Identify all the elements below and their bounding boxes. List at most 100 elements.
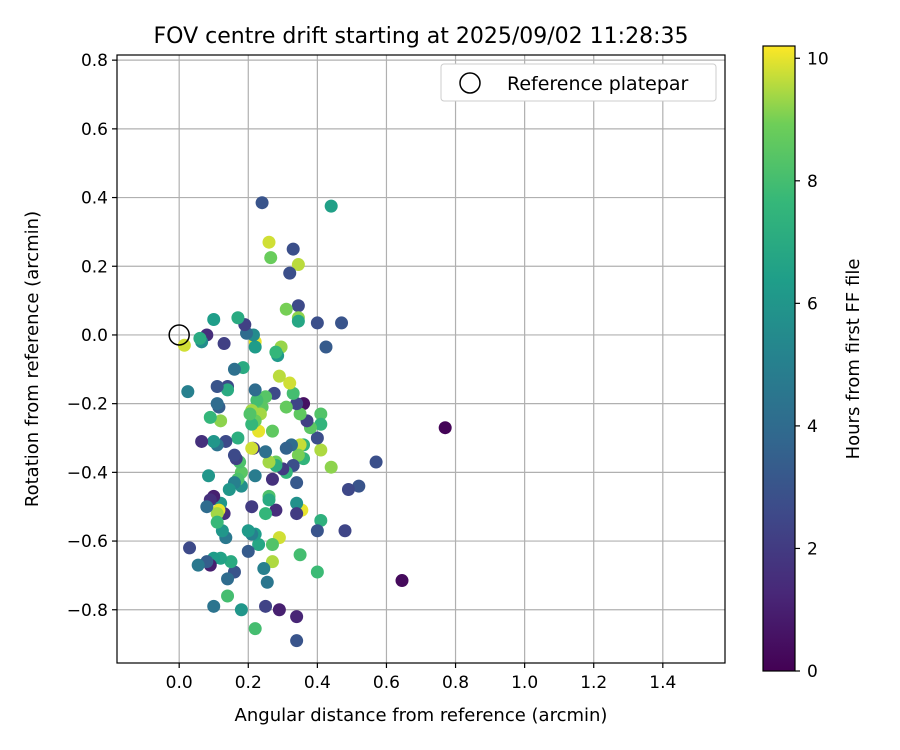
- plot-frame: [116, 54, 726, 664]
- data-point: [231, 431, 245, 445]
- x-tick-label: 0.4: [304, 673, 331, 693]
- data-point: [207, 434, 221, 448]
- data-point: [260, 575, 274, 589]
- data-point: [438, 421, 452, 435]
- data-point: [291, 299, 305, 313]
- data-point: [291, 448, 305, 462]
- data-point: [207, 312, 221, 326]
- data-point: [210, 515, 224, 529]
- data-point: [286, 386, 300, 400]
- data-point: [241, 524, 255, 538]
- data-point: [202, 469, 216, 483]
- colorbar-tick-label: 10: [807, 49, 829, 69]
- data-point: [293, 407, 307, 421]
- legend: Reference platepar: [440, 63, 717, 102]
- data-point: [269, 345, 283, 359]
- data-point: [191, 558, 205, 572]
- data-point: [272, 369, 286, 383]
- data-point: [259, 445, 273, 459]
- legend-entry-reference: Reference platepar: [507, 73, 689, 95]
- data-point: [290, 610, 304, 624]
- y-axis-ticks: 0.8 0.6 0.4 0.2 0.0 −0.2 −0.4 −0.6 −0.8: [67, 51, 117, 621]
- data-point: [231, 311, 245, 325]
- data-point: [241, 544, 255, 558]
- data-point: [245, 417, 259, 431]
- data-point: [262, 493, 276, 507]
- y-axis-label: Rotation from reference (arcmin): [22, 211, 43, 507]
- grid: [117, 55, 725, 663]
- data-point: [341, 483, 355, 497]
- data-point: [291, 314, 305, 328]
- data-point: [234, 603, 248, 617]
- y-tick-label: 0.2: [81, 257, 108, 277]
- data-point: [210, 379, 224, 393]
- x-tick-label: 0.0: [166, 673, 193, 693]
- data-point: [290, 507, 304, 521]
- data-point: [245, 441, 259, 455]
- data-point: [279, 302, 293, 316]
- x-axis-label: Angular distance from reference (arcmin): [235, 705, 608, 726]
- data-point: [221, 383, 235, 397]
- data-points: [177, 196, 452, 648]
- data-point: [338, 524, 352, 538]
- data-point: [310, 316, 324, 330]
- colorbar-tick-label: 8: [807, 172, 818, 192]
- data-point: [324, 460, 338, 474]
- data-point: [265, 472, 279, 486]
- colorbar-tick-label: 2: [807, 539, 818, 559]
- data-point: [203, 410, 217, 424]
- data-point: [221, 572, 235, 586]
- data-point: [279, 441, 293, 455]
- data-point: [310, 565, 324, 579]
- data-point: [252, 537, 266, 551]
- data-point: [395, 574, 409, 588]
- data-point: [314, 417, 328, 431]
- data-point: [314, 407, 328, 421]
- data-point: [369, 455, 383, 469]
- data-point: [310, 524, 324, 538]
- x-tick-label: 0.8: [442, 673, 469, 693]
- data-point: [248, 622, 262, 636]
- x-tick-label: 1.4: [649, 673, 676, 693]
- data-point: [262, 235, 276, 249]
- data-point: [217, 337, 231, 351]
- legend-reference-icon: [459, 72, 481, 94]
- data-point: [264, 251, 278, 265]
- data-point: [293, 548, 307, 562]
- colorbar-tick-label: 0: [807, 662, 818, 682]
- data-point: [290, 397, 304, 411]
- y-tick-label: −0.4: [67, 463, 108, 483]
- x-axis-ticks: 0.0 0.2 0.4 0.6 0.8 1.0 1.2 1.4: [166, 663, 676, 693]
- colorbar: 0 2 4 6 8 10 Hours from first FF file: [762, 45, 864, 682]
- data-point: [259, 599, 273, 613]
- data-point: [290, 476, 304, 490]
- data-point: [319, 340, 333, 354]
- data-point: [259, 507, 273, 521]
- x-tick-label: 0.2: [235, 673, 262, 693]
- chart-title: FOV centre drift starting at 2025/09/02 …: [154, 24, 689, 49]
- data-point: [243, 407, 257, 421]
- data-point: [195, 434, 209, 448]
- colorbar-label: Hours from first FF file: [843, 259, 864, 460]
- colorbar-ticks: 0 2 4 6 8 10: [795, 49, 829, 682]
- y-tick-label: −0.6: [67, 532, 108, 552]
- x-tick-label: 0.6: [373, 673, 400, 693]
- x-tick-label: 1.2: [580, 673, 607, 693]
- colorbar-tick-label: 6: [807, 294, 818, 314]
- y-tick-label: −0.2: [67, 395, 108, 415]
- x-tick-label: 1.0: [511, 673, 538, 693]
- data-point: [265, 537, 279, 551]
- data-point: [245, 500, 259, 514]
- data-point: [200, 500, 214, 514]
- data-point: [255, 196, 269, 210]
- reference-marker: [168, 324, 190, 346]
- data-point: [210, 397, 224, 411]
- data-point: [290, 496, 304, 510]
- data-point: [265, 424, 279, 438]
- data-point: [248, 340, 262, 354]
- legend-box: [440, 63, 717, 102]
- data-point: [269, 503, 283, 517]
- data-point: [352, 479, 366, 493]
- data-point: [207, 599, 221, 613]
